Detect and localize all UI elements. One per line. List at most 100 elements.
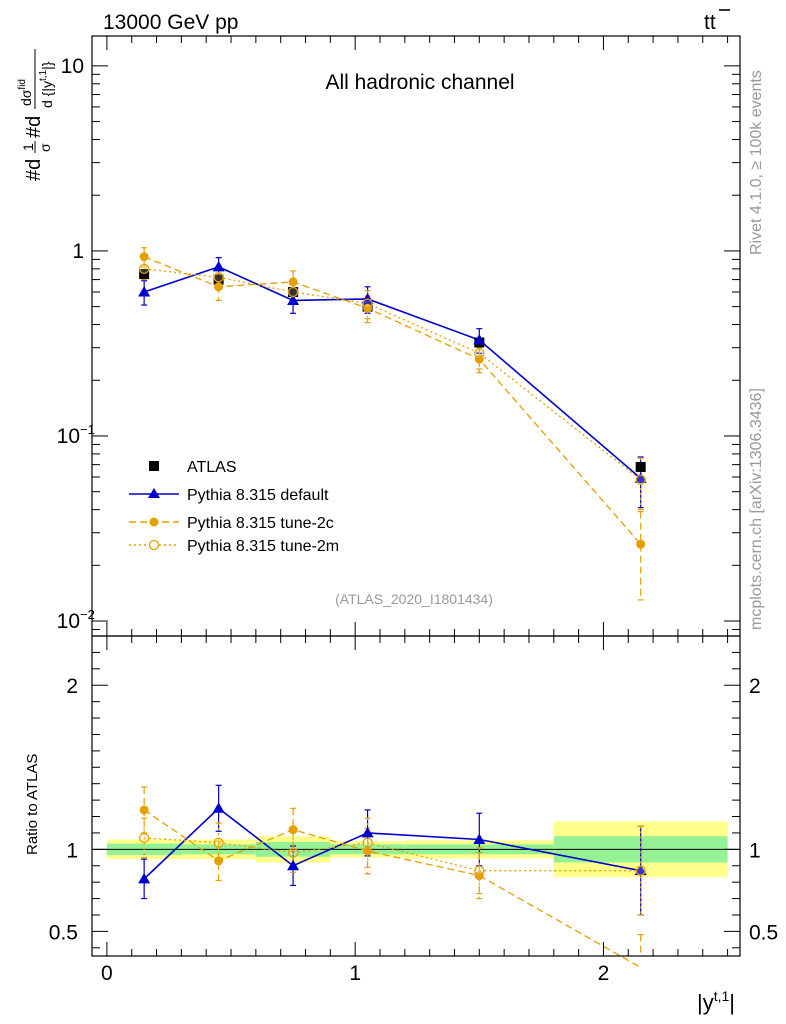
data-point-0 — [139, 269, 150, 280]
legend-atlas-marker — [149, 461, 159, 471]
ratio-line-series-0 — [143, 807, 641, 880]
main-line-series-1 — [143, 256, 642, 545]
legend-item-default: Pythia 8.315 default — [129, 487, 329, 504]
main-y-tick-exp-2: −1 — [80, 422, 95, 437]
main-marker-0-2 — [287, 294, 300, 305]
main-marker-0-4 — [473, 334, 486, 345]
ratio-y-tick-label-left-1: 1 — [66, 839, 78, 862]
ratio-marker-0-1 — [212, 802, 225, 813]
main-y-axis-label: #d 1 σ #d dσfid d {|yt,1|} — [17, 49, 55, 181]
main-marker-2-0 — [138, 263, 150, 274]
header-antitop-quark: t — [710, 11, 716, 34]
xlabel-main: |y — [697, 990, 714, 1015]
main-marker-0-5 — [634, 472, 647, 483]
analysis-watermark: (ATLAS_2020_I1801434) — [335, 591, 493, 607]
ylabel-dy: d {|y — [39, 81, 55, 108]
x-axis-label: |yt,1| — [697, 988, 735, 1015]
ratio-y-tick-label-left-2: 0.5 — [49, 921, 78, 944]
main-marker-1-2 — [288, 277, 298, 287]
ylabel-fid: fid — [17, 79, 28, 90]
legend-atlas-label: ATLAS — [187, 459, 237, 476]
ratio-marker-0-2 — [287, 859, 300, 871]
ylabel-dsigma: dσ — [18, 89, 34, 106]
ratio-y-axis-label: Ratio to ATLAS — [24, 754, 41, 855]
ratio-y-tick-labels: 2 2 1 1 0.5 0.5 — [49, 675, 778, 944]
legend: ATLAS Pythia 8.315 default Pythia 8.315 … — [129, 459, 339, 555]
legend-default-marker — [148, 488, 160, 498]
ratio-line-series-1 — [143, 809, 642, 969]
ratio-marker-2-1 — [213, 837, 224, 848]
ylabel-close: |} — [39, 61, 55, 70]
main-axis-ticks — [92, 36, 740, 636]
ratio-marker-2-4 — [474, 865, 485, 876]
x-tick-label-2: 2 — [598, 962, 610, 985]
ratio-y-tick-label-left-0: 2 — [66, 675, 78, 698]
main-marker-1-1 — [214, 282, 224, 292]
main-line-series-0 — [143, 266, 642, 479]
rivet-version-label: Rivet 4.1.0, ≥ 100k events — [748, 70, 765, 255]
xlabel-close: | — [729, 990, 735, 1015]
legend-default-label: Pythia 8.315 default — [187, 487, 329, 504]
ylabel-t1: t,1 — [38, 69, 49, 81]
header-energy-label: 13000 GeV pp — [103, 11, 238, 34]
main-marker-2-4 — [474, 348, 485, 359]
main-marker-0-1 — [212, 260, 225, 272]
legend-item-tune-2m: Pythia 8.315 tune-2m — [129, 538, 339, 555]
data-point-2 — [288, 286, 299, 297]
ratio-marker-2-0 — [138, 832, 150, 843]
main-y-tick-label-0: 10 — [61, 55, 84, 78]
legend-item-atlas: ATLAS — [149, 459, 237, 476]
ratio-y-tick-label-right-0: 2 — [749, 675, 761, 698]
header-top-quark: t — [704, 11, 710, 34]
main-y-tick-label-1: 1 — [72, 240, 84, 263]
header-process-label: tt — [704, 11, 716, 34]
x-tick-labels: 0 1 2 — [101, 962, 609, 985]
ratio-marker-0-0 — [138, 872, 151, 884]
ratio-series-lines — [143, 807, 642, 969]
main-y-tick-label-2: 10 — [57, 425, 80, 448]
ratio-marker-2-3 — [362, 837, 373, 848]
main-series-lines — [143, 256, 642, 545]
xlabel-sup: t,1 — [714, 988, 730, 1004]
main-marker-2-5 — [635, 474, 646, 485]
ratio-line-series-2 — [144, 837, 641, 872]
main-marker-0-3 — [361, 292, 374, 304]
main-marker-1-0 — [139, 252, 149, 262]
ylabel-mid: #d — [23, 116, 45, 138]
legend-tune-2c-label: Pythia 8.315 tune-2c — [187, 515, 334, 532]
main-marker-0-0 — [138, 285, 151, 297]
ratio-y-tick-label-right-2: 0.5 — [749, 921, 778, 944]
ratio-markers — [138, 802, 647, 884]
ylabel-prefix: #d — [23, 159, 45, 181]
ratio-marker-0-5 — [634, 864, 647, 876]
main-y-tick-label-3: 10 — [57, 610, 80, 633]
ylabel-frac2-den: d {|yt,1|} — [38, 61, 55, 108]
ratio-frame — [91, 635, 741, 957]
ratio-marker-2-2 — [287, 847, 299, 858]
legend-tune-2c-marker — [149, 517, 159, 527]
data-point-5 — [635, 461, 646, 472]
ratio-marker-0-4 — [473, 833, 486, 844]
main-markers — [138, 252, 647, 549]
x-tick-label-1: 1 — [349, 962, 361, 985]
main-marker-2-3 — [362, 298, 373, 309]
ylabel-frac1-den: σ — [37, 143, 53, 152]
ratio-panel: 2 2 1 1 0.5 0.5 0 1 2 Ratio to ATLAS |yt,1| — [24, 635, 778, 1015]
ylabel-frac2-num: dσfid — [17, 79, 34, 106]
ratio-marker-2-5 — [635, 865, 646, 876]
main-marker-1-5 — [636, 539, 646, 549]
main-marker-2-1 — [213, 272, 224, 283]
main-marker-2-2 — [287, 286, 299, 298]
legend-tune-2m-label: Pythia 8.315 tune-2m — [187, 538, 339, 555]
ratio-marker-1-0 — [139, 805, 149, 815]
legend-item-tune-2c: Pythia 8.315 tune-2c — [129, 515, 334, 532]
ratio-marker-1-1 — [214, 856, 224, 866]
ylabel-frac1-num: 1 — [20, 143, 36, 151]
x-tick-label-0: 0 — [101, 962, 113, 985]
ratio-marker-0-3 — [361, 826, 374, 838]
ratio-axis-ticks — [92, 635, 740, 956]
mcplots-label: mcplots.cern.ch [arXiv:1306.3436] — [748, 388, 765, 630]
